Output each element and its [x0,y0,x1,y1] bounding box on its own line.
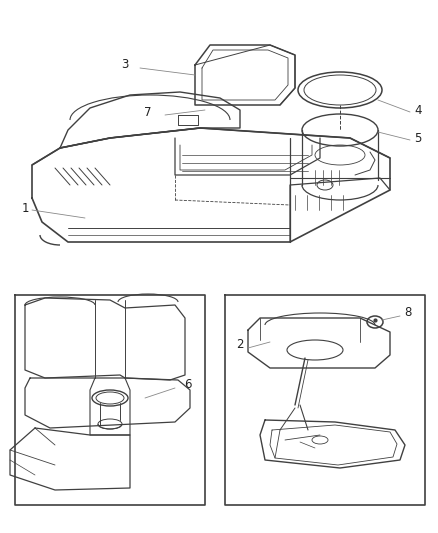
Text: 7: 7 [144,106,152,118]
Text: 3: 3 [121,59,129,71]
Text: 4: 4 [414,103,422,117]
Text: 5: 5 [414,132,422,144]
Text: 2: 2 [236,338,244,351]
Text: 1: 1 [21,201,29,214]
Text: 8: 8 [404,306,412,319]
Text: 6: 6 [184,378,192,392]
